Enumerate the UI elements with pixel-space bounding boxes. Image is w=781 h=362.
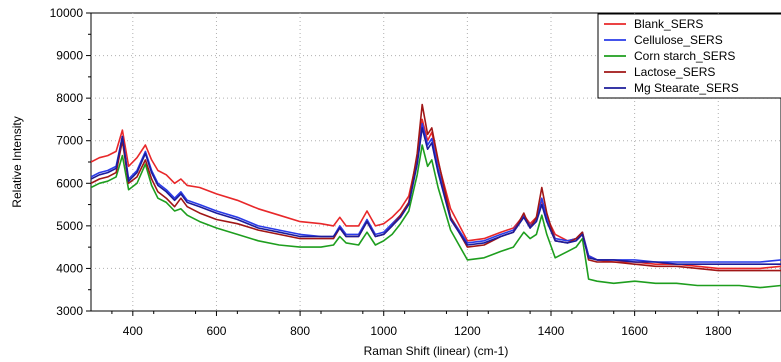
- x-tick-label: 1000: [370, 324, 397, 338]
- legend-box: [597, 13, 781, 99]
- x-tick-label: 1200: [454, 324, 481, 338]
- x-tick-label: 400: [123, 324, 143, 338]
- series-lines: [91, 103, 781, 289]
- y-tick-label: 4000: [56, 261, 83, 275]
- series-line-mg-stearate-sers: [91, 127, 781, 266]
- x-tick-label: 1400: [538, 324, 565, 338]
- y-tick-label: 10000: [50, 6, 84, 20]
- legend-label: Mg Stearate_SERS: [634, 81, 739, 95]
- legend-label: Lactose_SERS: [634, 65, 715, 79]
- x-tick-label: 1800: [705, 324, 732, 338]
- y-tick-label: 3000: [56, 304, 83, 318]
- x-tick-label: 600: [206, 324, 226, 338]
- axis-ticks: 400 600 800 1000 1200 1400 1600 1800 3000 4000 500…: [50, 6, 740, 338]
- x-tick-label: 1600: [621, 324, 648, 338]
- x-axis-title: Raman Shift (linear) (cm-1): [364, 344, 509, 358]
- y-tick-label: 8000: [56, 91, 83, 105]
- y-tick-label: 5000: [56, 219, 83, 233]
- legend: Blank_SERS Cellulose_SERS Corn starch_SERS…: [597, 13, 781, 99]
- y-tick-label: 7000: [56, 134, 83, 148]
- x-tick-label: 800: [290, 324, 310, 338]
- legend-label: Corn starch_SERS: [634, 49, 735, 63]
- y-tick-label: 6000: [56, 176, 83, 190]
- legend-label: Blank_SERS: [634, 17, 703, 31]
- y-tick-label: 9000: [56, 49, 83, 63]
- legend-label: Cellulose_SERS: [634, 33, 723, 47]
- y-axis-title: Relative Intensity: [10, 116, 24, 207]
- series-line-corn-starch-sers: [91, 144, 781, 289]
